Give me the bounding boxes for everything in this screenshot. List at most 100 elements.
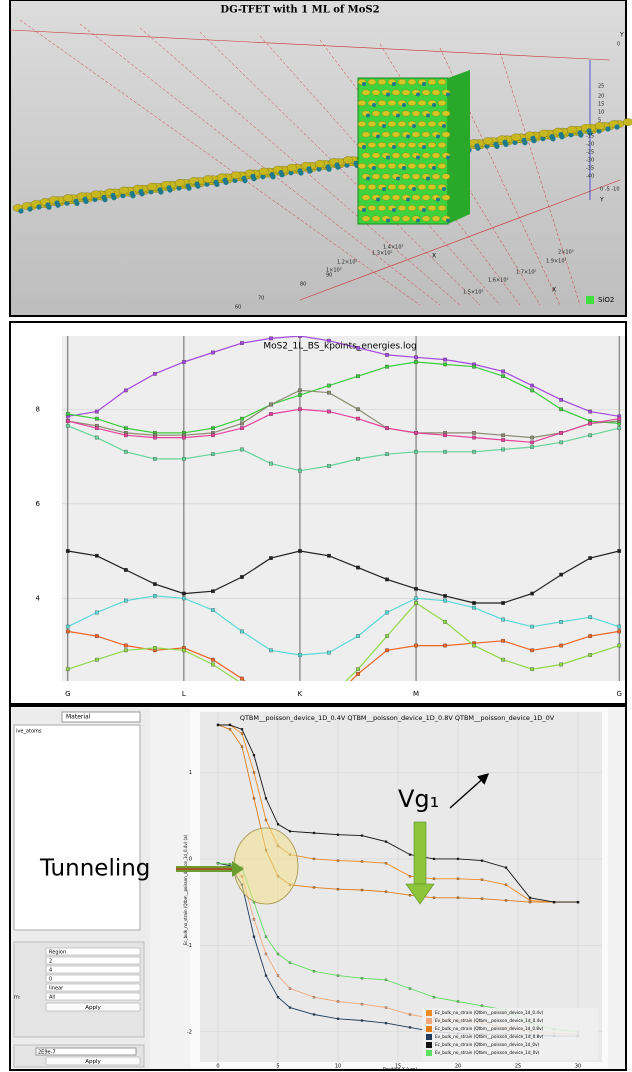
point-marker (211, 433, 215, 438)
point-marker (312, 1013, 316, 1016)
point-marker (360, 834, 364, 837)
apply-button[interactable] (45, 1056, 141, 1066)
point-marker (443, 598, 447, 603)
atom-s (286, 163, 298, 172)
point-marker (432, 857, 436, 861)
atom-mo (436, 134, 440, 139)
atoms-list[interactable] (13, 724, 141, 931)
point-marker (312, 831, 316, 835)
legend-label: SiO2 (598, 296, 614, 304)
point-marker (288, 961, 292, 964)
atom-mo (204, 181, 210, 187)
atom-s (371, 173, 381, 180)
point-marker (153, 457, 157, 461)
atom-s (391, 152, 401, 159)
atom-mo (416, 92, 420, 97)
legend-label: Ec_bulk_no_strain (Qtbm__poisson_device_… (435, 1026, 544, 1031)
atom-mo (129, 191, 135, 197)
atom-s (441, 131, 451, 138)
atom-s (118, 186, 130, 195)
point-marker (327, 338, 331, 343)
legend-label: Ev_bulk_no_strain (Qtbm__poisson_device_… (435, 1018, 544, 1023)
point-marker (385, 648, 389, 653)
atom-s (381, 173, 391, 180)
option-field[interactable] (45, 965, 141, 974)
point-marker (360, 888, 364, 892)
atom-mo (82, 196, 88, 202)
point-marker (153, 646, 157, 650)
point-marker (312, 970, 316, 973)
option-text: 4 (49, 967, 52, 973)
atom-s (417, 163, 427, 169)
point-marker (559, 620, 564, 624)
atom-mo (474, 143, 480, 149)
tunneling-arrow-head (232, 861, 244, 877)
atom-s (566, 125, 578, 134)
point-marker (240, 676, 244, 681)
point-marker (617, 624, 622, 629)
atom-mo (426, 176, 430, 181)
series-line (67, 630, 620, 681)
atom-s (407, 205, 417, 211)
scene-grid (79, 23, 441, 306)
atom-mo (406, 134, 410, 139)
annotation: Tunneling (39, 856, 150, 882)
annotation: Vg₁ (398, 785, 439, 813)
option-field[interactable] (45, 983, 141, 992)
scene-tick-label: -15 (586, 134, 594, 140)
point-marker (559, 572, 564, 577)
point-marker (94, 426, 99, 431)
point-marker (443, 594, 447, 598)
atom-s (437, 142, 447, 148)
atom-mo (382, 187, 386, 191)
point-marker (228, 723, 232, 727)
atom-s (401, 110, 411, 117)
point-marker (240, 745, 244, 748)
atom-mo (386, 155, 390, 160)
atom-mo (36, 204, 42, 210)
atom-mo (288, 170, 294, 176)
point-marker (501, 433, 505, 438)
option-field[interactable] (45, 974, 141, 983)
option-field[interactable] (45, 947, 141, 956)
atom-mo (297, 168, 303, 174)
point-marker (384, 978, 388, 982)
point-marker (408, 853, 412, 856)
x-tick-label: 0 (216, 1064, 219, 1070)
atom-mo (101, 194, 107, 200)
apply-button[interactable] (45, 1002, 141, 1012)
point-marker (123, 648, 128, 653)
legend-swatch (586, 296, 594, 304)
point-marker (298, 407, 302, 412)
vg-arrow-shaft (413, 821, 427, 885)
value-field[interactable] (35, 1047, 137, 1056)
point-marker (408, 894, 412, 897)
scene-tick-label: -25 (586, 150, 594, 156)
atom-mo (402, 103, 406, 107)
point-marker (356, 416, 360, 421)
y-tick-label: 0 (189, 856, 192, 862)
atom-s (427, 205, 437, 211)
series-line (67, 389, 620, 439)
atom-mo (446, 155, 450, 160)
option-field[interactable] (45, 992, 141, 1001)
atom-s (594, 122, 606, 130)
option-field[interactable] (45, 956, 141, 965)
point-marker (385, 426, 389, 431)
atom-mo (372, 166, 376, 170)
y-tick-label: -1 (187, 943, 192, 949)
point-marker (269, 648, 273, 653)
point-marker (216, 862, 220, 865)
atom-s (421, 152, 431, 159)
point-marker (385, 634, 389, 638)
point-marker (432, 996, 436, 999)
atom-mo (412, 124, 416, 128)
atom-s (381, 131, 391, 138)
atom-s (202, 175, 214, 183)
atom-s (391, 131, 401, 138)
atom-mo (605, 126, 611, 132)
atom-mo (392, 82, 396, 86)
material-dropdown[interactable] (61, 711, 141, 723)
atom-mo (577, 130, 583, 136)
atom-mo (512, 139, 518, 145)
